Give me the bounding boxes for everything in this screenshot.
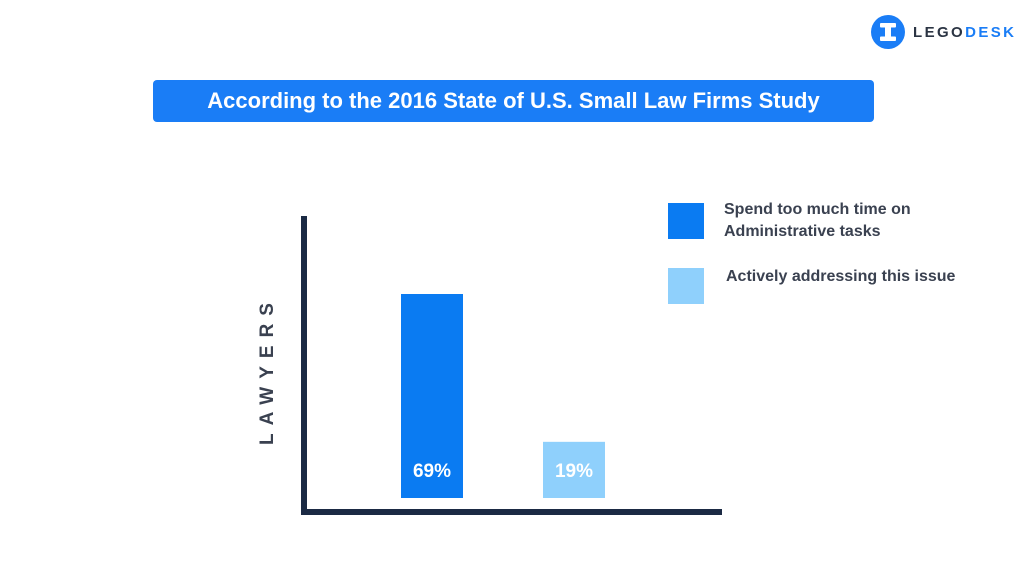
- brand-name: LEGODESK: [913, 24, 1016, 41]
- bar-2: [543, 441, 605, 498]
- legend-swatch-1: [668, 203, 704, 239]
- chart-title: According to the 2016 State of U.S. Smal…: [153, 80, 874, 122]
- legend-label-1: Spend too much time on Administrative ta…: [724, 201, 911, 240]
- gavel-icon: [871, 15, 905, 49]
- bar-1-value-label: 69%: [413, 461, 451, 482]
- bar-1: [401, 294, 463, 498]
- brand-name-part1: LEGO: [913, 23, 966, 41]
- bar-2-value-label: 19%: [555, 461, 593, 482]
- legend-swatch-2: [668, 268, 704, 304]
- brand-logo: LEGODESK: [871, 15, 1016, 49]
- brand-name-part2: DESK: [965, 23, 1017, 41]
- legend-label-2: Actively addressing this issue: [726, 268, 956, 285]
